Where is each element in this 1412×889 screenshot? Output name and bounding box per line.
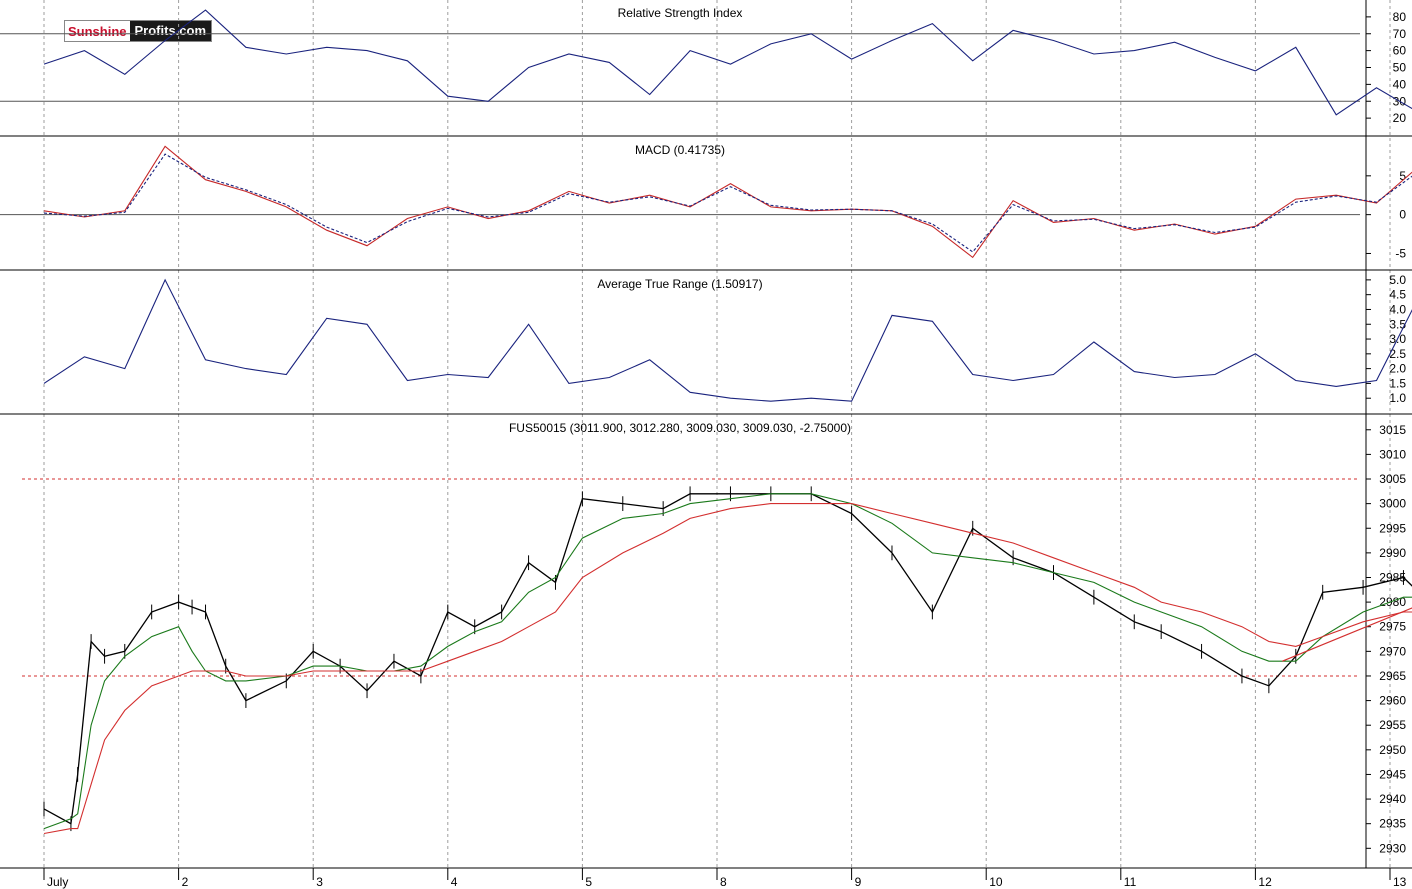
series-line <box>43 278 1412 402</box>
x-tick-label: 11 <box>1124 875 1137 889</box>
panel-title: Relative Strength Index <box>618 6 743 20</box>
series-line <box>43 503 1412 835</box>
y-tick-label: 80 <box>1393 10 1407 24</box>
x-tick-label: 13 <box>1393 875 1407 889</box>
y-tick-label: 3000 <box>1379 497 1406 511</box>
series-line <box>43 145 1412 259</box>
support-trendline <box>1282 607 1412 662</box>
y-tick-label: 2945 <box>1379 767 1406 781</box>
x-tick-label: 12 <box>1258 875 1272 889</box>
y-tick-label: 1.0 <box>1389 391 1406 405</box>
x-tick-label: 9 <box>855 875 862 889</box>
y-tick-label: 2930 <box>1379 841 1406 855</box>
logo-brand-a: Sunshine <box>65 23 130 39</box>
y-tick-label: 0 <box>1399 208 1406 222</box>
panel-title: Average True Range (1.50917) <box>597 277 762 291</box>
y-tick-label: 2965 <box>1379 669 1406 683</box>
y-tick-label: 3010 <box>1379 447 1406 461</box>
y-tick-label: 2990 <box>1379 546 1406 560</box>
y-tick-label: 2975 <box>1379 620 1406 634</box>
y-tick-label: 4.5 <box>1389 288 1406 302</box>
y-tick-label: 2950 <box>1379 743 1406 757</box>
series-line <box>43 493 1412 825</box>
y-tick-label: 60 <box>1393 44 1407 58</box>
y-tick-label: 2970 <box>1379 644 1406 658</box>
y-tick-label: 4.0 <box>1389 302 1406 316</box>
panel-title: FUS50015 (3011.900, 3012.280, 3009.030, … <box>509 421 851 435</box>
x-tick-label: July <box>47 875 68 889</box>
y-tick-label: 2985 <box>1379 570 1406 584</box>
y-tick-label: 2.0 <box>1389 362 1406 376</box>
x-tick-label: 3 <box>316 875 323 889</box>
y-tick-label: 3.5 <box>1389 317 1406 331</box>
y-tick-label: 2995 <box>1379 521 1406 535</box>
y-tick-label: 70 <box>1393 27 1407 41</box>
x-tick-label: 8 <box>720 875 727 889</box>
x-tick-label: 2 <box>182 875 189 889</box>
y-tick-label: 2940 <box>1379 792 1406 806</box>
y-tick-label: 40 <box>1393 77 1407 91</box>
panel-title: MACD (0.41735) <box>635 143 725 157</box>
y-tick-label: 50 <box>1393 61 1407 75</box>
y-tick-label: 5.0 <box>1389 273 1406 287</box>
x-tick-label: 4 <box>451 875 458 889</box>
y-tick-label: 2955 <box>1379 718 1406 732</box>
y-tick-label: 20 <box>1393 111 1407 125</box>
y-tick-label: 2935 <box>1379 817 1406 831</box>
x-tick-label: 10 <box>989 875 1003 889</box>
y-tick-label: 3015 <box>1379 423 1406 437</box>
x-tick-label: 5 <box>585 875 592 889</box>
sunshine-profits-logo: Sunshine Profits.com <box>64 20 212 42</box>
series-line <box>43 153 1412 253</box>
series-line <box>43 493 1412 830</box>
y-tick-label: 5 <box>1399 169 1406 183</box>
series-line <box>43 9 1412 116</box>
y-tick-label: 1.5 <box>1389 376 1406 390</box>
y-tick-label: 3005 <box>1379 472 1406 486</box>
y-tick-label: 2960 <box>1379 694 1406 708</box>
y-tick-label: -5 <box>1395 246 1406 260</box>
y-tick-label: 2.5 <box>1389 347 1406 361</box>
